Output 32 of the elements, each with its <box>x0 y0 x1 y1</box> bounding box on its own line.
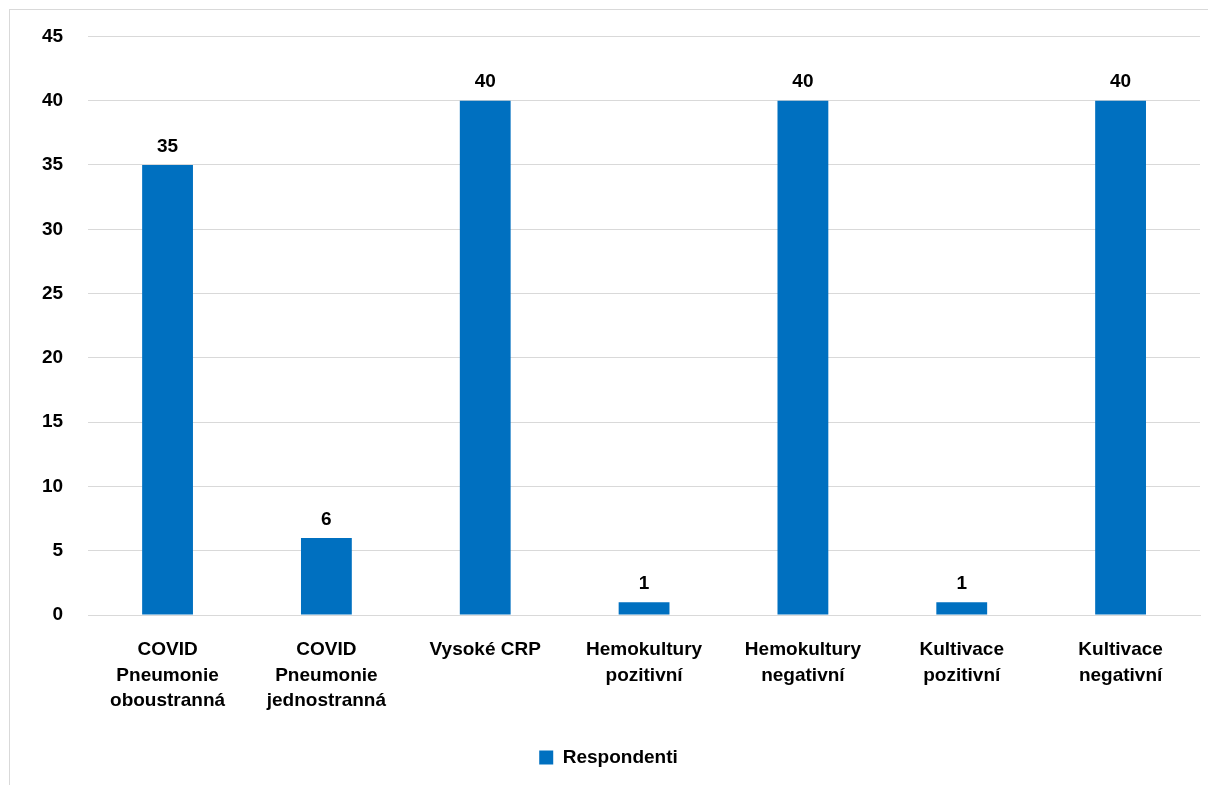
bar <box>300 537 352 615</box>
y-tick-label: 40 <box>41 88 64 110</box>
bar <box>777 100 829 615</box>
bar <box>618 602 670 615</box>
x-tick-label: Hemokultury negativní <box>744 638 862 685</box>
data-label: 1 <box>956 571 968 593</box>
x-tick-label: Kultivace pozitivní <box>919 638 1004 685</box>
x-tick-label: Vysoké CRP <box>429 638 542 660</box>
data-label: 1 <box>638 571 650 593</box>
y-tick-label: 10 <box>41 474 64 496</box>
y-tick-label: 15 <box>41 410 64 432</box>
y-tick-label: 35 <box>41 153 64 175</box>
legend-label: Respondenti <box>562 745 678 767</box>
bar <box>142 164 193 615</box>
x-tick-label: COVID Pneumonie jednostranná <box>265 638 387 711</box>
x-tick-label: Hemokultury pozitivní <box>586 638 703 685</box>
y-tick-label: 30 <box>41 217 64 239</box>
x-tick-label: COVID Pneumonie oboustranná <box>110 638 226 711</box>
bar <box>459 100 511 615</box>
y-tick-label: 5 <box>52 538 64 560</box>
data-label: 40 <box>792 70 814 92</box>
y-tick-label: 45 <box>41 24 64 46</box>
data-label: 6 <box>321 507 332 529</box>
y-tick-label: 0 <box>52 603 64 625</box>
data-label: 40 <box>1110 70 1132 92</box>
y-tick-label: 20 <box>41 346 64 368</box>
bar <box>1095 100 1146 615</box>
data-label: 40 <box>474 70 496 92</box>
y-tick-label: 25 <box>41 281 64 303</box>
data-label: 35 <box>156 134 179 156</box>
x-tick-label: Kultivace negativní <box>1078 638 1163 685</box>
bar <box>936 602 988 615</box>
